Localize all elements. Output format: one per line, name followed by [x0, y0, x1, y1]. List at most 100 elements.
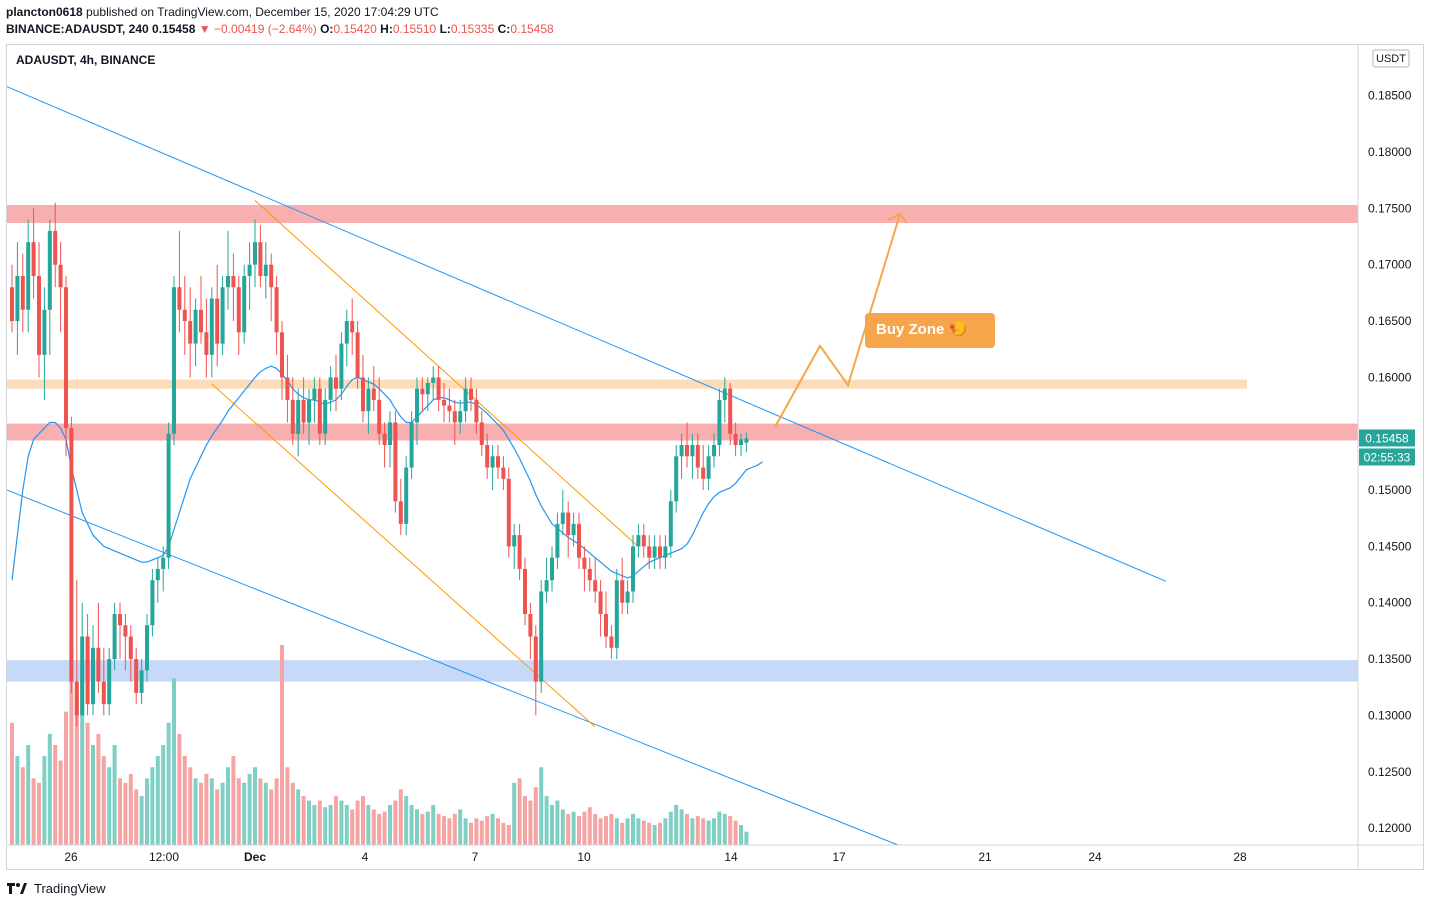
price-tick-label: 0.16000 — [1368, 370, 1412, 384]
volume-bar — [442, 816, 446, 845]
volume-bar — [172, 678, 176, 845]
candle-body — [614, 580, 619, 648]
candle — [625, 580, 630, 615]
candle — [577, 512, 581, 569]
volume-bar — [701, 818, 706, 845]
candle — [469, 377, 473, 412]
currency-badge[interactable]: USDT — [1376, 53, 1406, 65]
volume-bar — [636, 818, 641, 845]
volume-bar — [280, 645, 284, 845]
candle — [436, 366, 441, 412]
candle — [701, 445, 706, 491]
volume-bar — [328, 805, 333, 845]
volume-bar — [247, 773, 252, 845]
candle — [388, 411, 392, 468]
candle — [215, 264, 220, 367]
candle-body — [506, 478, 511, 547]
high-label: H: — [380, 22, 393, 36]
candle — [744, 432, 749, 453]
volume-bar — [215, 789, 220, 845]
candle-body — [458, 411, 463, 423]
candle-body — [317, 388, 322, 434]
volume-bar — [593, 813, 598, 845]
candle — [355, 321, 360, 389]
candle-body — [285, 377, 290, 400]
candle-body — [550, 557, 554, 581]
candle-body — [215, 298, 220, 344]
volume-bar — [544, 796, 549, 845]
volume-bar — [458, 809, 463, 845]
candle-body — [388, 422, 392, 445]
price-change: −0.00419 (−2.64%) — [214, 22, 317, 36]
candle-body — [496, 456, 500, 468]
candle-body — [631, 546, 635, 592]
candle — [631, 535, 635, 603]
time-tick-label: 17 — [832, 850, 846, 864]
candle-body — [582, 557, 587, 569]
candle — [431, 366, 436, 400]
candle — [452, 399, 457, 445]
low-value: 0.15335 — [450, 22, 495, 36]
candle-body — [101, 681, 106, 705]
candle-body — [350, 321, 355, 333]
candle — [269, 253, 274, 322]
price-tick-label: 0.18500 — [1368, 89, 1412, 103]
candle-body — [193, 309, 198, 344]
tradingview-logo-icon[interactable] — [6, 881, 28, 895]
volume-bar — [64, 711, 68, 845]
candle-body — [247, 264, 252, 276]
candle — [647, 535, 652, 569]
chart-frame — [6, 44, 1424, 870]
volume-bar — [307, 800, 311, 845]
resistance-zone — [7, 205, 1358, 224]
volume-bar — [139, 796, 144, 845]
volume-bar — [685, 813, 689, 845]
candle-body — [652, 546, 657, 558]
candle-body — [717, 399, 722, 445]
candle-body — [177, 287, 182, 310]
candle-body — [290, 399, 295, 434]
volume-bar — [674, 805, 679, 845]
close-label: C: — [497, 22, 511, 36]
volume-bar — [31, 778, 36, 845]
volume-bar — [371, 809, 376, 845]
candle — [474, 388, 479, 434]
candle — [366, 377, 371, 434]
volume-bar — [404, 796, 409, 845]
candle-body — [377, 399, 382, 434]
candle — [328, 366, 333, 412]
open-label: O: — [320, 22, 334, 36]
candle — [463, 377, 468, 423]
candle-body — [409, 422, 414, 468]
candle — [636, 523, 641, 558]
footer-brand[interactable]: TradingView — [34, 880, 106, 896]
candle — [47, 219, 52, 355]
axes-layer: 0.18500 0.18000 0.17500 0.17000 0.16500 0.160… — [7, 45, 1424, 869]
candle-body — [296, 399, 301, 434]
candle-body — [555, 523, 560, 558]
candle — [442, 383, 446, 423]
candle-body — [47, 230, 52, 310]
candle-body — [447, 405, 452, 412]
candle-body — [231, 275, 236, 288]
candle — [334, 354, 338, 412]
timer-badge-box — [1359, 448, 1415, 466]
candle — [350, 298, 355, 355]
currency-badge-box[interactable] — [1372, 49, 1410, 68]
candle-body — [501, 467, 506, 479]
candle-body — [479, 422, 484, 445]
candle-body — [188, 321, 193, 344]
candle-body — [544, 580, 549, 592]
volume-bar — [658, 822, 662, 845]
author-name[interactable]: plancton0618 — [6, 5, 83, 19]
time-tick-label: 4 — [362, 850, 369, 864]
wedge-lower-line — [211, 383, 596, 728]
candle — [571, 512, 576, 547]
volume-bar — [301, 796, 306, 845]
candle — [344, 309, 349, 367]
candle-body — [690, 445, 695, 457]
candle-body — [74, 681, 79, 716]
volume-bar — [377, 813, 382, 845]
candle — [301, 377, 306, 434]
